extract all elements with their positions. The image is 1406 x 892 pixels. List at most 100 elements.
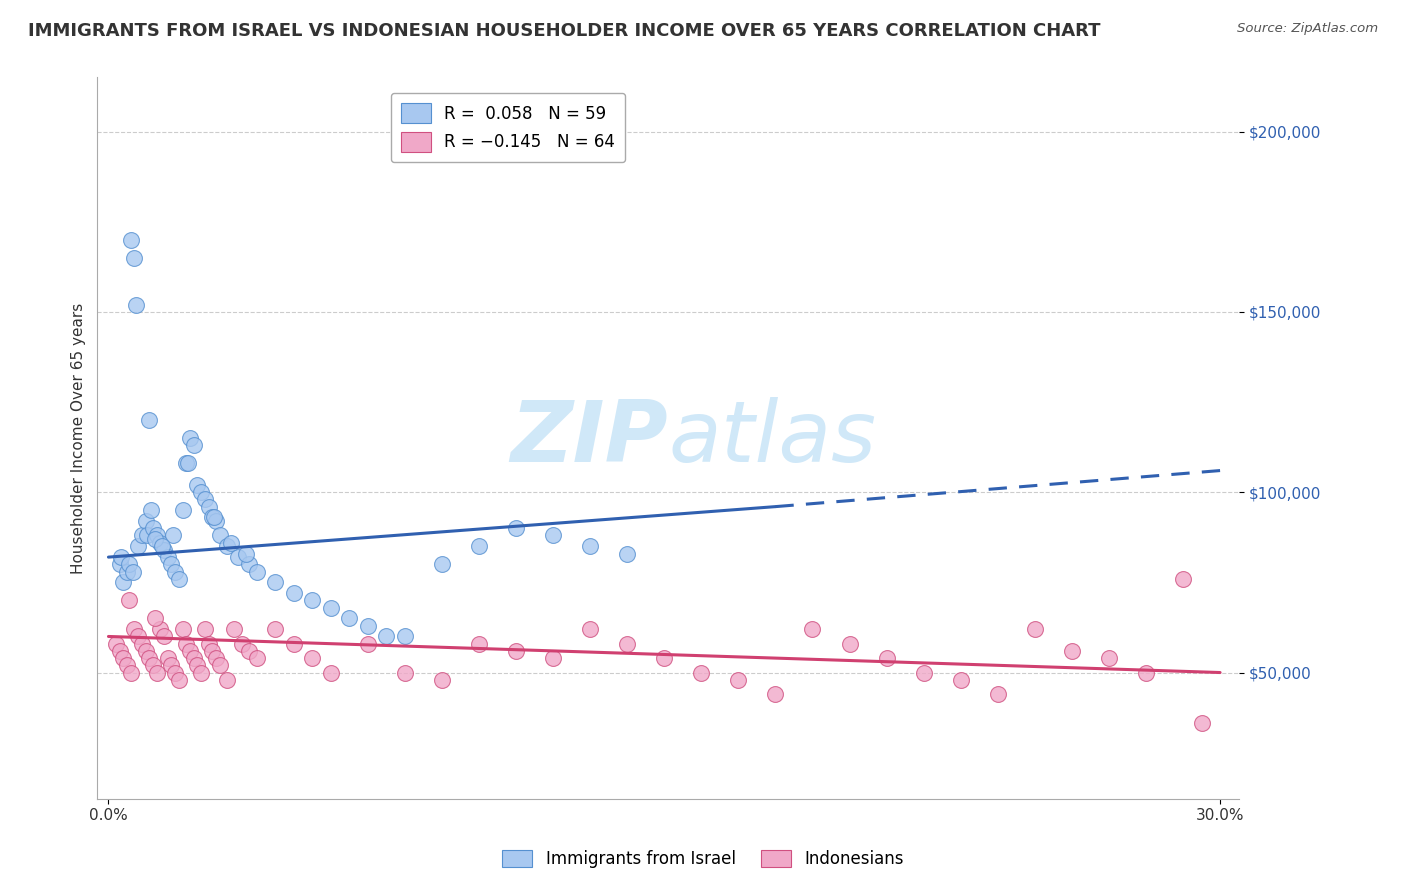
Point bbox=[1060, 644, 1083, 658]
Point bbox=[541, 528, 564, 542]
Point bbox=[231, 637, 253, 651]
Point bbox=[138, 413, 160, 427]
Point bbox=[375, 630, 398, 644]
Text: IMMIGRANTS FROM ISRAEL VS INDONESIAN HOUSEHOLDER INCOME OVER 65 YEARS CORRELATIO: IMMIGRANTS FROM ISRAEL VS INDONESIAN HOU… bbox=[28, 22, 1101, 40]
Point bbox=[136, 528, 159, 542]
Point bbox=[127, 539, 149, 553]
Point bbox=[208, 528, 231, 542]
Point bbox=[1171, 572, 1194, 586]
Point bbox=[110, 550, 132, 565]
Point bbox=[160, 658, 183, 673]
Point bbox=[283, 586, 305, 600]
Point bbox=[727, 673, 749, 687]
Point bbox=[505, 644, 527, 658]
Point bbox=[301, 651, 323, 665]
Point bbox=[357, 618, 380, 632]
Point bbox=[143, 611, 166, 625]
Point bbox=[246, 565, 269, 579]
Point bbox=[1191, 716, 1213, 731]
Point bbox=[430, 673, 453, 687]
Point bbox=[1024, 622, 1046, 636]
Point bbox=[616, 637, 638, 651]
Point bbox=[949, 673, 972, 687]
Point bbox=[112, 651, 135, 665]
Point bbox=[238, 644, 260, 658]
Point bbox=[205, 514, 228, 528]
Point bbox=[138, 651, 160, 665]
Text: atlas: atlas bbox=[668, 397, 876, 480]
Point bbox=[186, 658, 208, 673]
Point bbox=[215, 673, 238, 687]
Point bbox=[215, 539, 238, 553]
Point bbox=[172, 622, 194, 636]
Point bbox=[235, 547, 257, 561]
Point bbox=[108, 558, 131, 572]
Point bbox=[104, 637, 127, 651]
Legend: Immigrants from Israel, Indonesians: Immigrants from Israel, Indonesians bbox=[496, 843, 910, 875]
Point bbox=[183, 438, 205, 452]
Point bbox=[131, 528, 153, 542]
Point bbox=[765, 687, 787, 701]
Point bbox=[167, 673, 190, 687]
Point bbox=[912, 665, 935, 680]
Point bbox=[264, 575, 287, 590]
Point bbox=[430, 558, 453, 572]
Point bbox=[201, 510, 224, 524]
Point bbox=[177, 456, 200, 470]
Point bbox=[208, 658, 231, 673]
Point bbox=[179, 431, 201, 445]
Point bbox=[186, 478, 208, 492]
Point bbox=[149, 622, 172, 636]
Point bbox=[131, 637, 153, 651]
Point bbox=[690, 665, 713, 680]
Point bbox=[127, 630, 149, 644]
Point bbox=[118, 558, 141, 572]
Point bbox=[142, 521, 165, 535]
Point bbox=[319, 665, 342, 680]
Point bbox=[190, 485, 212, 500]
Point bbox=[579, 539, 602, 553]
Point bbox=[179, 644, 201, 658]
Point bbox=[319, 600, 342, 615]
Point bbox=[194, 622, 217, 636]
Point bbox=[174, 456, 197, 470]
Point bbox=[838, 637, 860, 651]
Point bbox=[156, 651, 179, 665]
Point bbox=[145, 528, 167, 542]
Point bbox=[264, 622, 287, 636]
Point bbox=[120, 233, 142, 247]
Point bbox=[205, 651, 228, 665]
Point bbox=[115, 658, 138, 673]
Point bbox=[165, 565, 187, 579]
Point bbox=[162, 528, 184, 542]
Point bbox=[505, 521, 527, 535]
Point bbox=[579, 622, 602, 636]
Point bbox=[149, 535, 172, 549]
Point bbox=[337, 611, 360, 625]
Y-axis label: Householder Income Over 65 years: Householder Income Over 65 years bbox=[72, 302, 86, 574]
Point bbox=[219, 535, 242, 549]
Point bbox=[174, 637, 197, 651]
Point bbox=[201, 644, 224, 658]
Point bbox=[124, 251, 146, 265]
Point bbox=[246, 651, 269, 665]
Point bbox=[987, 687, 1010, 701]
Point bbox=[301, 593, 323, 607]
Point bbox=[172, 503, 194, 517]
Point bbox=[112, 575, 135, 590]
Point bbox=[134, 514, 156, 528]
Point bbox=[394, 630, 416, 644]
Point bbox=[468, 637, 491, 651]
Point bbox=[1135, 665, 1157, 680]
Point bbox=[616, 547, 638, 561]
Point bbox=[197, 500, 219, 514]
Point bbox=[1098, 651, 1121, 665]
Point bbox=[652, 651, 675, 665]
Point bbox=[134, 644, 156, 658]
Point bbox=[121, 565, 143, 579]
Point bbox=[394, 665, 416, 680]
Point bbox=[283, 637, 305, 651]
Point bbox=[108, 644, 131, 658]
Point bbox=[142, 658, 165, 673]
Point bbox=[801, 622, 824, 636]
